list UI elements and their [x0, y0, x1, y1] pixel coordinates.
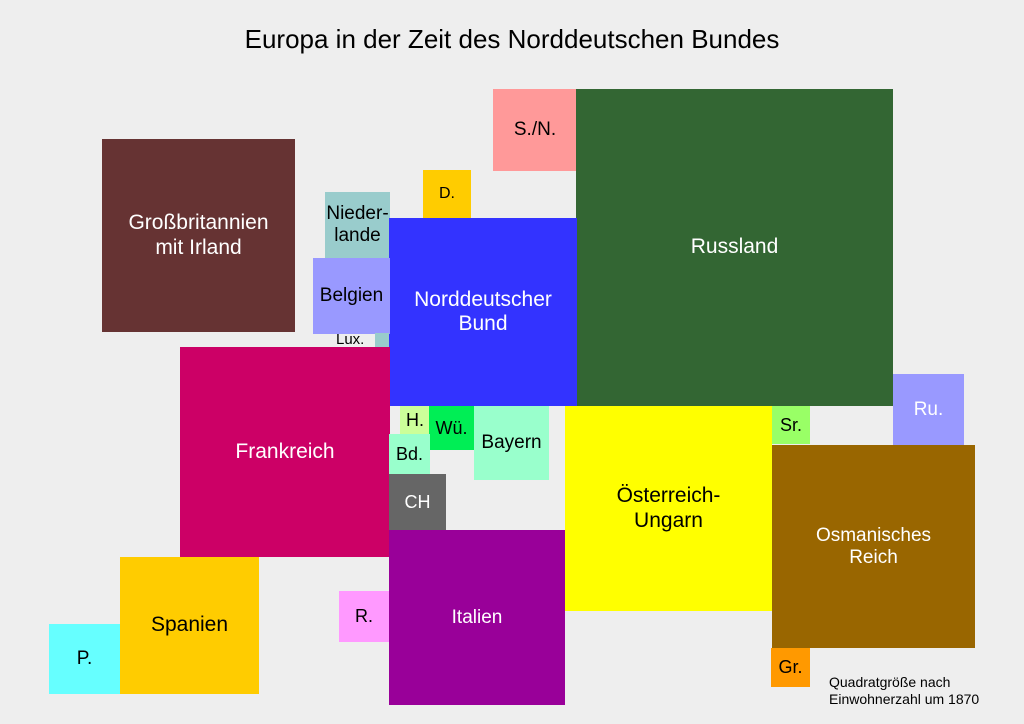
square-luxemburg: [375, 333, 389, 347]
label-griechenland: Gr.: [778, 657, 803, 678]
square-frankreich: Frankreich: [180, 347, 390, 557]
square-kirchenstaat: R.: [339, 591, 389, 642]
square-spanien: Spanien: [120, 557, 259, 694]
label-baden: Bd.: [395, 443, 424, 464]
label-bayern: Bayern: [481, 432, 542, 454]
square-schweiz: CH: [389, 474, 446, 531]
label-niederlande: Nieder- lande: [326, 203, 389, 246]
square-oesterreich-ungarn: Österreich- Ungarn: [565, 406, 772, 611]
label-sweden-norway: S./N.: [513, 119, 557, 141]
label-osmanisches-reich: Osmanisches Reich: [815, 524, 932, 568]
label-italien: Italien: [451, 606, 503, 628]
square-norddeutscher-bund: Norddeutscher Bund: [389, 218, 577, 406]
label-schweiz: CH: [404, 492, 431, 513]
page-title: Europa in der Zeit des Norddeutschen Bun…: [244, 24, 780, 54]
label-belgien: Belgien: [319, 285, 384, 307]
label-serbien: Sr.: [779, 414, 802, 435]
square-sweden-norway: S./N.: [493, 89, 577, 171]
label-spanien: Spanien: [150, 613, 229, 637]
label-frankreich: Frankreich: [235, 439, 335, 463]
label-kirchenstaat: R.: [355, 606, 373, 627]
square-belgien: Belgien: [313, 258, 390, 334]
square-portugal: P.: [49, 624, 120, 694]
label-luxemburg: Lux.: [336, 331, 365, 349]
square-rumaenien: Ru.: [893, 374, 964, 445]
square-baden: Bd.: [389, 434, 430, 474]
label-rumaenien: Ru.: [913, 398, 944, 420]
square-niederlande: Nieder- lande: [325, 192, 390, 258]
square-hessen: H.: [400, 406, 430, 434]
square-grossbritannien: Großbritannien mit Irland: [102, 139, 295, 332]
label-wuerttemberg: Wü.: [435, 417, 468, 438]
label-oesterreich-ungarn: Österreich- Ungarn: [616, 484, 721, 532]
label-norddeutscher-bund: Norddeutscher Bund: [414, 287, 552, 335]
square-serbien: Sr.: [772, 406, 810, 444]
label-grossbritannien: Großbritannien mit Irland: [128, 211, 269, 259]
square-osmanisches-reich: Osmanisches Reich: [772, 445, 975, 648]
square-griechenland: Gr.: [771, 648, 810, 687]
square-wuerttemberg: Wü.: [429, 406, 474, 450]
label-daenemark: D.: [439, 184, 455, 202]
size-note: Quadratgröße nach Einwohnerzahl um 1870: [829, 674, 980, 707]
square-daenemark: D.: [423, 170, 471, 218]
label-russland: Russland: [690, 235, 779, 259]
square-bayern: Bayern: [474, 406, 549, 480]
label-hessen: H.: [406, 409, 424, 430]
label-portugal: P.: [76, 648, 93, 670]
square-russland: Russland: [576, 89, 893, 406]
square-italien: Italien: [389, 530, 565, 705]
